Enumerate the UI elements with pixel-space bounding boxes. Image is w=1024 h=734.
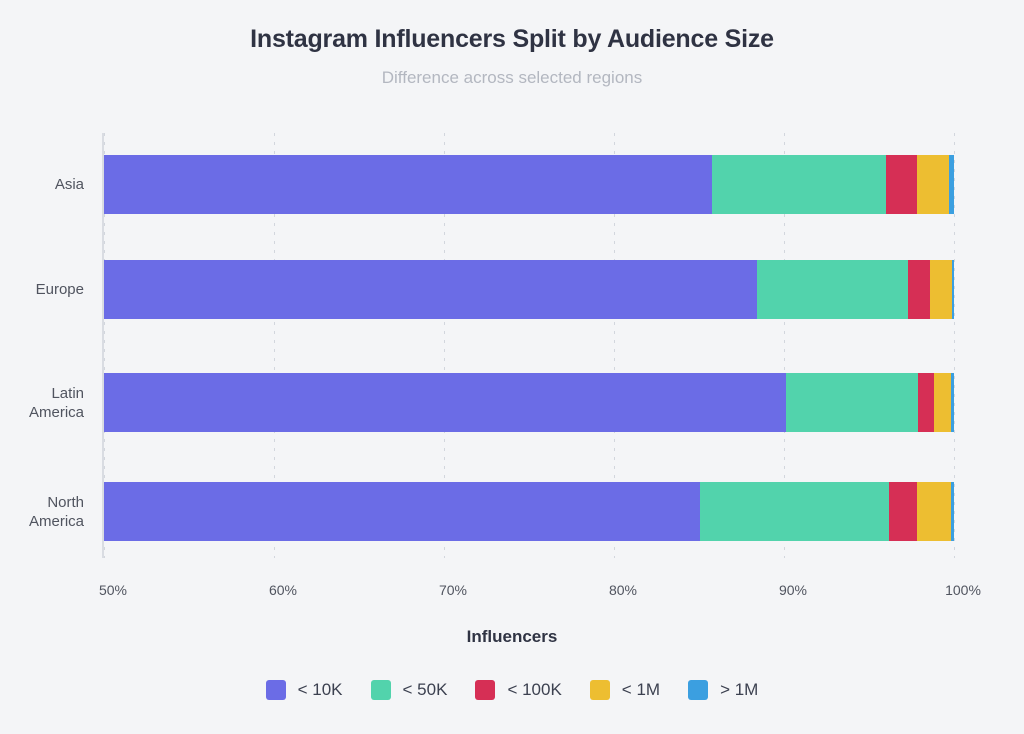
bar-row (104, 155, 955, 214)
bar-segment[interactable] (952, 260, 954, 319)
y-axis-label-line: Asia (54, 176, 84, 193)
bar-segment[interactable] (699, 482, 889, 541)
legend-item[interactable]: < 100K (475, 680, 562, 700)
stacked-bar[interactable] (104, 260, 954, 319)
bar-segment[interactable] (785, 373, 919, 432)
bar-row (104, 260, 954, 319)
legend-label: < 10K (297, 680, 343, 699)
bar-segment[interactable] (930, 260, 953, 319)
legend-swatch-icon (370, 680, 391, 700)
bar-segment[interactable] (951, 373, 954, 432)
gridline (444, 133, 445, 558)
bar-segment[interactable] (711, 155, 887, 214)
y-axis-line (102, 133, 104, 558)
y-axis-label-line: America (28, 513, 84, 530)
bar-segment[interactable] (948, 155, 955, 214)
legend-swatch-icon (589, 680, 610, 700)
gridline (954, 133, 955, 558)
gridline (104, 133, 105, 558)
legend-item[interactable]: < 10K (265, 680, 343, 700)
legend-item[interactable]: < 50K (370, 680, 448, 700)
legend-swatch-icon (688, 680, 709, 700)
chart-subtitle: Difference across selected regions (381, 68, 643, 87)
legend-swatch-icon (265, 680, 286, 700)
y-axis-label-line: America (28, 404, 84, 421)
bar-segment[interactable] (104, 482, 700, 541)
bar-segment[interactable] (917, 482, 951, 541)
y-axis-label-line: North (47, 494, 84, 511)
stacked-bar[interactable] (104, 155, 955, 214)
bar-segment[interactable] (756, 260, 909, 319)
x-axis-tick-label: 50% (98, 582, 128, 598)
stacked-bar[interactable] (104, 373, 954, 432)
title-block: Instagram Influencers Split by Audience … (0, 24, 1024, 89)
bar-segment[interactable] (104, 260, 757, 319)
x-axis-tick-label: 70% (438, 582, 468, 598)
legend-item[interactable]: < 1M (589, 680, 661, 700)
y-axis-label: Asia (0, 175, 84, 194)
bar-row (104, 373, 954, 432)
bar-segment[interactable] (888, 482, 918, 541)
page-title: Instagram Influencers Split by Audience … (250, 25, 774, 53)
y-axis-label: North America (0, 493, 84, 531)
bar-segment[interactable] (908, 260, 931, 319)
bar-row (104, 482, 955, 541)
legend-label: > 1M (720, 680, 759, 699)
bar-segment[interactable] (104, 155, 712, 214)
y-axis-label-line: Latin (51, 385, 84, 402)
legend-item[interactable]: > 1M (688, 680, 758, 700)
gridline (784, 133, 785, 558)
bar-segment[interactable] (918, 373, 934, 432)
bar-segment[interactable] (950, 482, 955, 541)
x-axis-tick-label: 100% (945, 582, 981, 598)
x-axis-tick-label: 60% (268, 582, 298, 598)
x-axis-title: Influencers (466, 627, 558, 646)
legend-label: < 1M (621, 680, 661, 699)
y-axis-label-line: Europe (35, 281, 84, 298)
bar-segment[interactable] (886, 155, 918, 214)
x-axis-tick-label: 80% (608, 582, 638, 598)
y-axis-label: Europe (0, 280, 84, 299)
legend-swatch-icon (475, 680, 496, 700)
bar-segment[interactable] (917, 155, 949, 214)
chart-legend: < 10K < 50K < 100K < 1M > 1M (0, 680, 1024, 700)
gridline (274, 133, 275, 558)
bar-segment[interactable] (104, 373, 786, 432)
gridline (614, 133, 615, 558)
legend-label: < 100K (507, 680, 562, 699)
stacked-bar[interactable] (104, 482, 955, 541)
bar-segment[interactable] (933, 373, 952, 432)
legend-label: < 50K (402, 680, 448, 699)
x-axis-tick-label: 90% (778, 582, 808, 598)
y-axis-label: Latin America (0, 384, 84, 422)
plot-area (102, 133, 955, 558)
